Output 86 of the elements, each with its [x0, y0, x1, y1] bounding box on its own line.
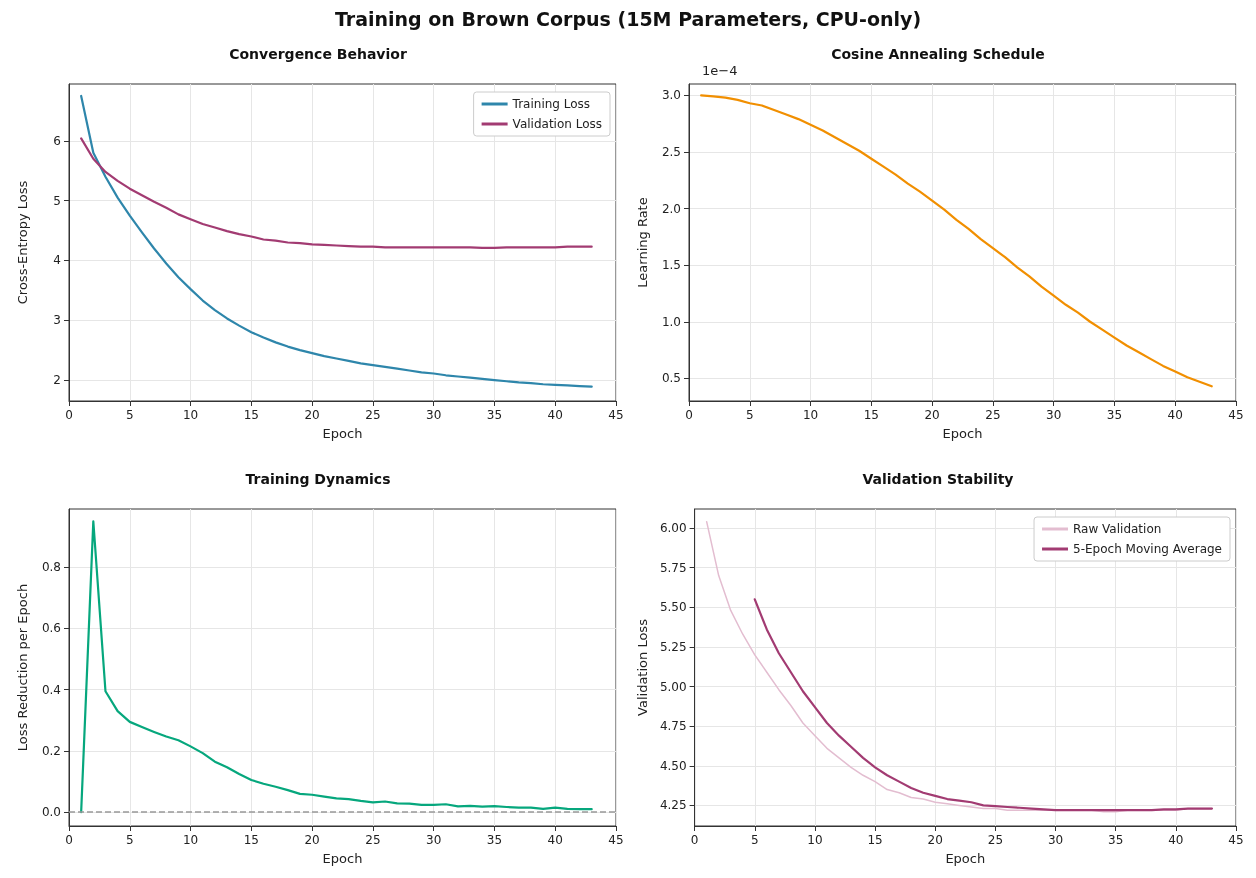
x-axis-title: Epoch	[945, 851, 986, 866]
x-tick-label: 35	[486, 408, 503, 422]
y-axis-title: Loss Reduction per Epoch	[15, 583, 30, 752]
y-tick-label: 0.6	[41, 621, 61, 636]
y-tick-label: 5.50	[659, 600, 687, 615]
y-tick-label: 3	[53, 313, 61, 328]
x-tick-label: 10	[182, 833, 199, 847]
x-tick-label: 10	[807, 833, 823, 847]
x-tick-label: 0	[65, 408, 73, 422]
y-tick-label: 5.75	[659, 560, 687, 575]
x-tick-label: 45	[1228, 833, 1244, 847]
x-tick-label: 0	[690, 833, 699, 847]
y-tick-label: 4	[53, 253, 61, 268]
chart-title: Cosine Annealing Schedule	[831, 46, 1045, 62]
line-series	[753, 598, 1214, 812]
x-tick-label: 5	[125, 833, 134, 847]
x-tick-label: 20	[927, 833, 943, 847]
x-tick-label: 5	[745, 408, 754, 422]
y-axis-title: Cross-Entropy Loss	[15, 180, 30, 305]
x-tick-label: 30	[1047, 833, 1064, 847]
x-tick-label: 40	[1167, 408, 1183, 422]
text: 1e−4	[702, 63, 738, 78]
line-series	[700, 94, 1213, 388]
x-tick-label: 35	[486, 833, 503, 847]
x-tick-label: 0	[685, 408, 693, 422]
x-tick-label: 45	[1228, 408, 1244, 422]
chart-title: Validation Stability	[862, 471, 1014, 487]
x-tick-label: 10	[802, 408, 819, 422]
legend-label: Raw Validation	[1073, 522, 1162, 536]
x-tick-label: 35	[1108, 833, 1124, 847]
y-tick-label: 1.0	[661, 314, 681, 329]
x-tick-label: 10	[182, 408, 199, 422]
x-tick-label: 20	[304, 408, 320, 422]
x-tick-label: 30	[426, 408, 442, 422]
x-tick-label: 5	[125, 408, 134, 422]
y-tick-label: 2.0	[661, 201, 681, 216]
x-tick-label: 40	[547, 408, 563, 422]
y-tick-label: 2	[53, 373, 61, 388]
x-tick-label: 15	[243, 408, 259, 422]
y-tick-label: 6.00	[659, 521, 687, 536]
x-axis-title: Epoch	[942, 426, 983, 441]
y-tick-label: 4.50	[659, 758, 687, 773]
line-series	[80, 520, 593, 814]
y-tick-label: 4.75	[659, 719, 687, 734]
y-axis-title: Learning Rate	[635, 197, 650, 288]
x-tick-label: 25	[365, 408, 381, 422]
y-tick-label: 5	[53, 193, 61, 208]
y-tick-label: 1.5	[661, 258, 681, 273]
chart-title: Training Dynamics	[245, 471, 391, 487]
x-tick-label: 20	[304, 833, 320, 847]
y-tick-label: 0.4	[41, 682, 61, 697]
legend-label: 5-Epoch Moving Average	[1073, 542, 1222, 556]
y-tick-label: 2.5	[661, 144, 681, 159]
y-tick-label: 0.2	[41, 743, 61, 758]
x-axis-title: Epoch	[322, 851, 363, 866]
y-tick-label: 0.5	[661, 371, 681, 386]
y-tick-label: 5.00	[659, 679, 687, 694]
x-tick-label: 30	[1046, 408, 1062, 422]
x-tick-label: 25	[987, 833, 1004, 847]
x-tick-label: 45	[608, 833, 624, 847]
y-tick-label: 0.0	[41, 805, 61, 820]
x-tick-label: 15	[243, 833, 259, 847]
text: Training on Brown Corpus (15M Parameters, CPU-only)	[333, 8, 923, 32]
x-tick-label: 45	[608, 408, 624, 422]
x-tick-label: 5	[750, 833, 759, 847]
x-tick-label: 40	[547, 833, 563, 847]
x-tick-label: 20	[924, 408, 940, 422]
x-tick-label: 35	[1106, 408, 1123, 422]
y-tick-label: 6	[53, 133, 61, 148]
x-tick-label: 0	[65, 833, 73, 847]
y-tick-label: 5.25	[659, 639, 687, 654]
x-tick-label: 40	[1168, 833, 1184, 847]
line-series	[80, 137, 593, 249]
chart-title: Convergence Behavior	[229, 46, 407, 62]
x-tick-label: 25	[365, 833, 381, 847]
legend-label: Validation Loss	[512, 117, 602, 131]
legend-label: Training Loss	[511, 97, 591, 111]
x-axis-title: Epoch	[322, 426, 363, 441]
y-tick-label: 0.8	[41, 560, 61, 575]
y-tick-label: 4.25	[659, 798, 687, 813]
x-tick-label: 30	[426, 833, 442, 847]
y-tick-label: 3.0	[661, 88, 681, 103]
x-tick-label: 25	[985, 408, 1001, 422]
y-axis-title: Validation Loss	[635, 618, 650, 716]
x-tick-label: 15	[867, 833, 883, 847]
x-tick-label: 15	[863, 408, 879, 422]
